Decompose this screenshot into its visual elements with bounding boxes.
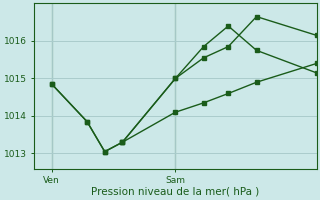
X-axis label: Pression niveau de la mer( hPa ): Pression niveau de la mer( hPa ) [91, 187, 260, 197]
